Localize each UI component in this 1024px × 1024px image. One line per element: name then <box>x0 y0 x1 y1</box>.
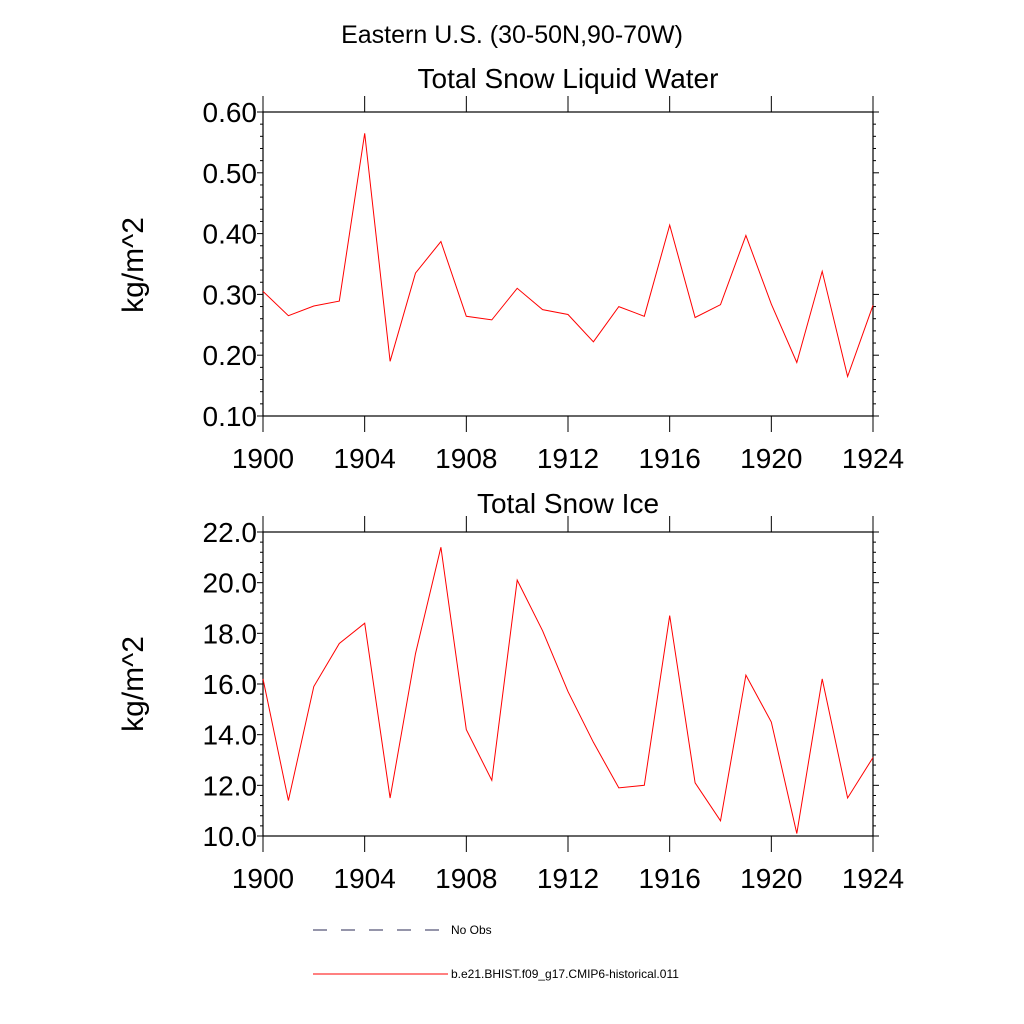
panel-snow-liquid-water: Total Snow Liquid Water kg/m^2 0.100.200… <box>117 63 904 474</box>
panel-snow-ice: Total Snow Ice kg/m^2 10.0 12.0 14.0 16.0 18… <box>117 488 904 894</box>
chart-title: Total Snow Liquid Water <box>418 63 719 94</box>
x-tick-label: 1924 <box>842 863 904 894</box>
x-tick-label: 1904 <box>334 443 396 474</box>
x-tick-label: 1916 <box>639 863 701 894</box>
series-line-0 <box>262 547 874 834</box>
legend-label-no-obs: No Obs <box>451 923 492 937</box>
y-tick-label: 12.0 <box>203 770 258 801</box>
figure-title: Eastern U.S. (30-50N,90-70W) <box>341 21 683 49</box>
plot-frame <box>262 111 874 417</box>
x-tick-label: 1908 <box>435 443 497 474</box>
x-tick-label: 1912 <box>537 863 599 894</box>
y-tick-labels: 10.0 12.0 14.0 16.0 18.0 20.0 22.0 <box>203 517 258 852</box>
x-tick-labels: 1900 1904 1908 1912 1916 1920 1924 <box>232 863 904 894</box>
y-tick-label: 0.20 <box>203 340 258 371</box>
x-tick-label: 1912 <box>537 443 599 474</box>
legend-label-model: b.e21.BHIST.f09_g17.CMIP6-historical.011 <box>451 967 679 981</box>
x-tick-labels: 1900 1904 1908 1912 1916 1920 1924 <box>232 443 904 474</box>
plot-frame <box>262 531 874 837</box>
tick-marks <box>257 516 879 852</box>
y-tick-label: 20.0 <box>203 568 258 599</box>
chart-title: Total Snow Ice <box>477 488 659 519</box>
legend: No Obs b.e21.BHIST.f09_g17.CMIP6-histori… <box>313 923 679 981</box>
y-tick-label: 0.50 <box>203 158 258 189</box>
y-tick-label: 14.0 <box>203 720 258 751</box>
y-tick-label: 0.40 <box>203 219 258 250</box>
x-tick-label: 1920 <box>740 443 802 474</box>
tick-marks <box>257 96 879 432</box>
series-line-0 <box>262 133 874 379</box>
x-tick-label: 1908 <box>435 863 497 894</box>
y-tick-label: 18.0 <box>203 618 258 649</box>
y-axis-label: kg/m^2 <box>117 636 150 732</box>
x-tick-label: 1924 <box>842 443 904 474</box>
y-tick-label: 0.30 <box>203 279 258 310</box>
y-tick-label: 0.10 <box>203 401 258 432</box>
x-tick-label: 1900 <box>232 443 294 474</box>
y-tick-label: 22.0 <box>203 517 258 548</box>
y-axis-label: kg/m^2 <box>117 217 150 313</box>
y-tick-label: 16.0 <box>203 669 258 700</box>
y-tick-label: 0.60 <box>203 97 258 128</box>
y-tick-label: 10.0 <box>203 821 258 852</box>
series-group <box>262 133 874 379</box>
x-tick-label: 1900 <box>232 863 294 894</box>
series-group <box>262 547 874 834</box>
y-tick-labels: 0.10 0.20 0.30 0.40 0.50 0.60 <box>203 97 258 432</box>
x-tick-label: 1916 <box>639 443 701 474</box>
x-tick-label: 1920 <box>740 863 802 894</box>
x-tick-label: 1904 <box>334 863 396 894</box>
